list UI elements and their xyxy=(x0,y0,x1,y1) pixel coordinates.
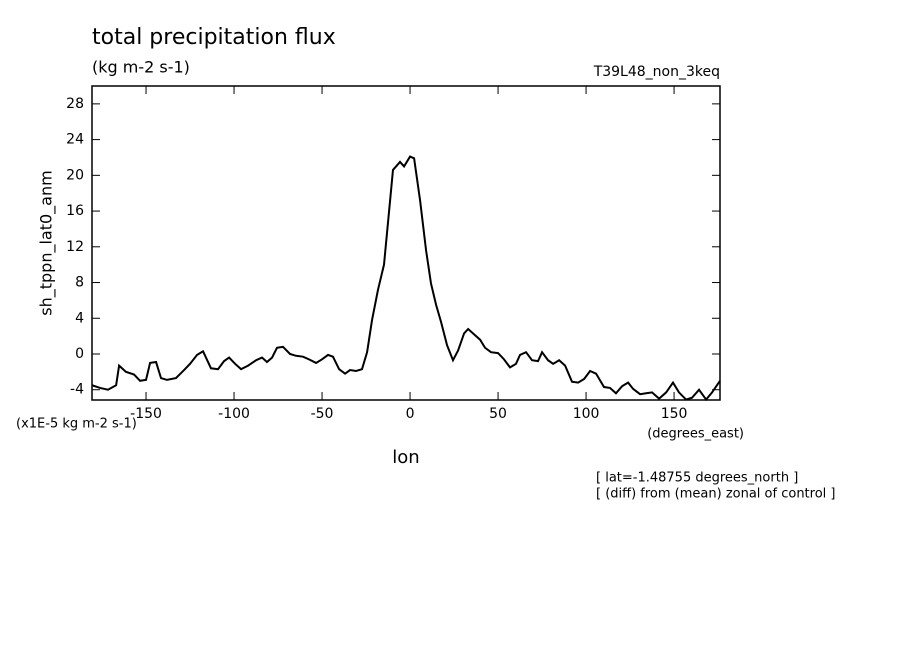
x-tick-label: 0 xyxy=(406,406,415,422)
y-tick-label: 12 xyxy=(66,239,84,255)
y-tick-label: -4 xyxy=(70,382,84,398)
chart-subtitle: (kg m-2 s-1) xyxy=(92,58,190,77)
annotation: [ lat=-1.48755 degrees_north ] xyxy=(596,471,798,486)
dataset-label: T39L48_non_3keq xyxy=(593,64,720,80)
y-tick-label: 0 xyxy=(75,346,84,362)
y-units: (x1E-5 kg m-2 s-1) xyxy=(16,417,137,432)
plot-frame xyxy=(91,85,721,401)
data-line xyxy=(91,155,721,402)
y-tick-label: 20 xyxy=(66,167,84,183)
y-tick-label: 24 xyxy=(66,132,84,148)
y-tick-label: 4 xyxy=(75,310,84,326)
x-tick-label: -50 xyxy=(311,406,334,422)
x-tick-label: 50 xyxy=(489,406,507,422)
x-tick-label: 150 xyxy=(661,406,688,422)
x-tick-label: 100 xyxy=(573,406,600,422)
y-axis-label: sh_tppn_lat0_anm xyxy=(37,170,57,315)
chart-title: total precipitation flux xyxy=(92,25,336,50)
x-tick-label: -100 xyxy=(218,406,250,422)
y-tick-label: 28 xyxy=(66,96,84,112)
x-axis-label: lon xyxy=(392,447,419,468)
annotation: [ (diff) from (mean) zonal of control ] xyxy=(596,487,835,502)
x-tick-label: -150 xyxy=(130,406,162,422)
y-tick-label: 16 xyxy=(66,203,84,219)
y-tick-label: 8 xyxy=(75,275,84,291)
x-units: (degrees_east) xyxy=(647,427,744,442)
